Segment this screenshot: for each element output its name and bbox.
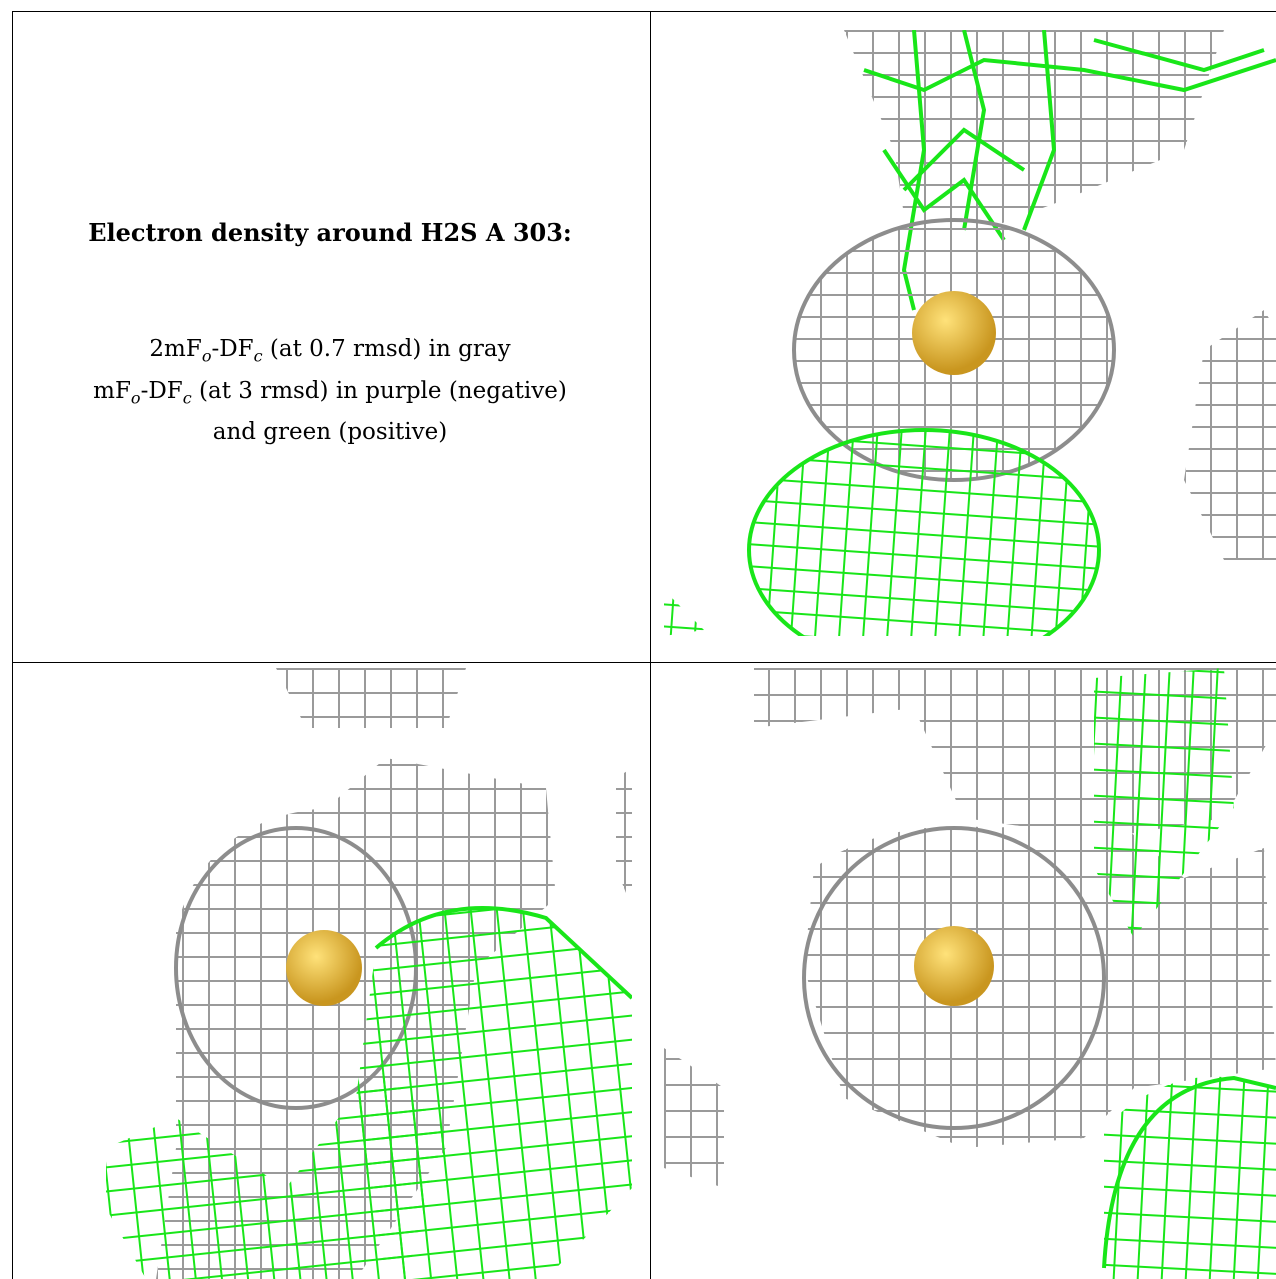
green-mesh-bottom	[1104, 1076, 1276, 1279]
gray-mesh-right-edge	[616, 768, 632, 908]
legend-line-gray: 2mFo-DFc (at 0.7 rmsd) in gray	[149, 336, 511, 366]
mesh-view-1	[664, 30, 1276, 636]
frame-middle-vertical	[650, 11, 651, 1279]
sulfur-atom	[912, 291, 996, 375]
green-mesh-bottom	[749, 430, 1099, 636]
frame-middle-horizontal	[12, 662, 1276, 663]
density-panel-bottom-left	[26, 668, 632, 1279]
gray-mesh-outline	[802, 826, 1106, 1130]
caption-title: Electron density around H2S A 303:	[88, 218, 572, 247]
sulfur-atom	[286, 930, 362, 1006]
green-mesh-outline	[747, 428, 1101, 636]
gray-mesh-top	[276, 668, 466, 728]
green-mesh-outline	[1102, 1075, 1276, 1269]
sulfur-atom	[914, 926, 994, 1006]
frame-left	[12, 11, 13, 1279]
caption-cell: Electron density around H2S A 303: 2mFo-…	[12, 12, 648, 652]
legend-line-green: and green (positive)	[212, 419, 448, 446]
mesh-view-3	[664, 668, 1276, 1279]
density-panel-bottom-right	[664, 668, 1276, 1279]
mesh-view-2	[106, 668, 632, 1279]
legend-line-difference: mFo-DFc (at 3 rmsd) in purple (negative)	[93, 377, 567, 408]
density-panel-top-right	[664, 30, 1276, 636]
caption-legend: 2mFo-DFc (at 0.7 rmsd) in gray mFo-DFc (…	[12, 332, 648, 450]
green-mesh-outline	[374, 906, 632, 1000]
frame-top	[12, 11, 1276, 12]
